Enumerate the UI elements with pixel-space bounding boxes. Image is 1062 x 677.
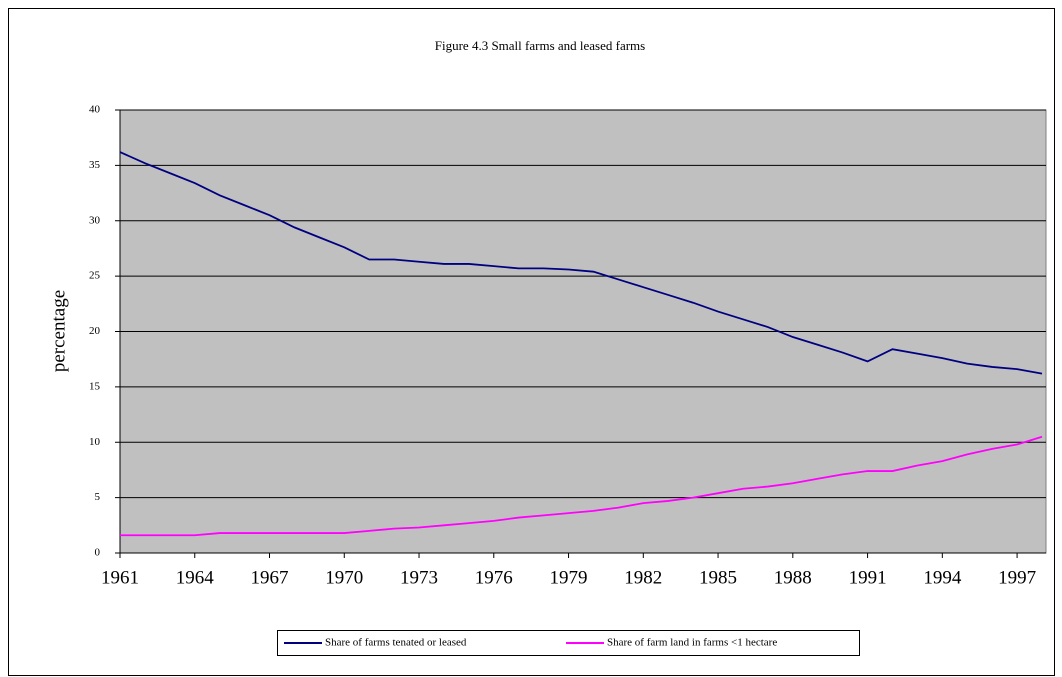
x-tick-label: 1973 — [400, 567, 438, 588]
y-tick-label: 15 — [89, 380, 101, 392]
y-tick-label: 20 — [89, 325, 101, 337]
x-tick-label: 1985 — [699, 567, 737, 588]
x-tick-label: 1961 — [101, 567, 139, 588]
y-tick-label: 0 — [95, 547, 101, 559]
y-tick-label: 10 — [89, 436, 101, 448]
x-tick-label: 1988 — [774, 567, 812, 588]
x-tick-label: 1979 — [550, 567, 588, 588]
y-tick-label: 5 — [95, 491, 101, 503]
x-tick-label: 1994 — [923, 567, 962, 588]
y-tick-label: 40 — [89, 104, 101, 116]
legend-label: Share of farm land in farms <1 hectare — [607, 637, 777, 649]
x-tick-label: 1970 — [325, 567, 363, 588]
series-line — [120, 435, 1043, 537]
y-tick-label: 25 — [89, 270, 101, 282]
x-tick-label: 1964 — [176, 567, 215, 588]
x-tick-label: 1982 — [624, 567, 662, 588]
y-tick-label: 35 — [89, 159, 101, 171]
x-tick-label: 1976 — [475, 567, 513, 588]
chart-title: Figure 4.3 Small farms and leased farms — [435, 38, 645, 53]
x-tick-label: 1997 — [998, 567, 1036, 588]
series-line — [119, 151, 1043, 375]
legend-label: Share of farms tenated or leased — [325, 637, 467, 649]
x-tick-label: 1967 — [251, 567, 289, 588]
x-tick-label: 1991 — [849, 567, 887, 588]
y-axis-label: percentage — [48, 290, 69, 372]
y-tick-label: 30 — [89, 214, 101, 226]
